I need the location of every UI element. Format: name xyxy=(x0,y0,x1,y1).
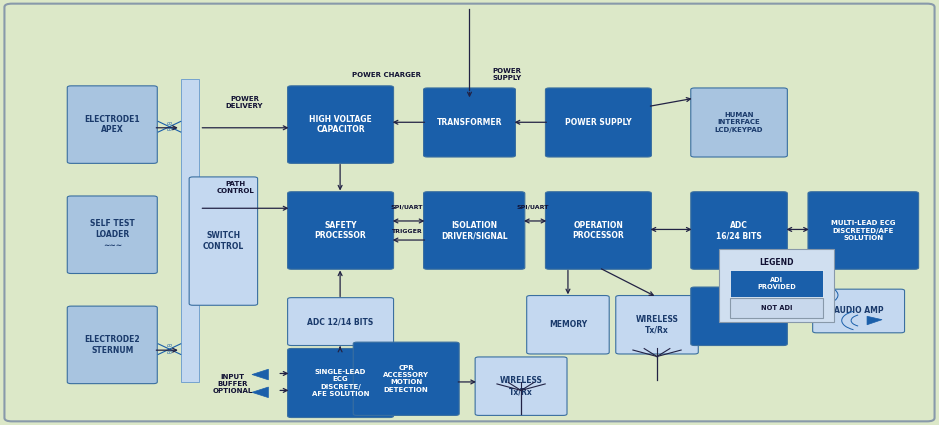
Polygon shape xyxy=(252,387,269,398)
Text: TRIGGER: TRIGGER xyxy=(392,229,422,234)
Text: oo: oo xyxy=(166,350,173,355)
FancyBboxPatch shape xyxy=(691,88,787,157)
FancyBboxPatch shape xyxy=(527,295,609,354)
Text: OPERATION
PROCESSOR: OPERATION PROCESSOR xyxy=(573,221,624,241)
Text: oo: oo xyxy=(166,343,173,348)
Text: oo: oo xyxy=(166,128,173,133)
Text: WIRELESS
Tx/Rx: WIRELESS Tx/Rx xyxy=(500,376,543,396)
Text: HIGH VOLTAGE
CAPACITOR: HIGH VOLTAGE CAPACITOR xyxy=(309,115,372,134)
Text: INPUT
BUFFER
OPTIONAL: INPUT BUFFER OPTIONAL xyxy=(212,374,253,394)
Text: SELF TEST
LOADER
∼∼∼: SELF TEST LOADER ∼∼∼ xyxy=(90,219,134,250)
Text: oo: oo xyxy=(166,121,173,126)
Text: MULTI-LEAD ECG
DISCRETED/AFE
SOLUTION: MULTI-LEAD ECG DISCRETED/AFE SOLUTION xyxy=(831,220,896,241)
FancyBboxPatch shape xyxy=(616,295,699,354)
Text: AUDIO: AUDIO xyxy=(725,312,753,321)
Polygon shape xyxy=(797,291,812,299)
FancyBboxPatch shape xyxy=(68,306,157,384)
Text: MEMORY: MEMORY xyxy=(549,320,587,329)
FancyBboxPatch shape xyxy=(68,196,157,274)
Text: POWER CHARGER: POWER CHARGER xyxy=(352,72,422,78)
FancyBboxPatch shape xyxy=(546,88,652,157)
Text: NOT ADI: NOT ADI xyxy=(761,305,793,311)
Text: POWER SUPPLY: POWER SUPPLY xyxy=(565,118,632,127)
Text: AUDIO AMP: AUDIO AMP xyxy=(834,306,884,315)
FancyBboxPatch shape xyxy=(287,298,393,346)
FancyBboxPatch shape xyxy=(353,342,459,415)
Text: CPR
ACCESSORY
MOTION
DETECTION: CPR ACCESSORY MOTION DETECTION xyxy=(383,365,429,393)
Text: ADC 12/14 BITS: ADC 12/14 BITS xyxy=(307,317,374,326)
Text: TRANSFORMER: TRANSFORMER xyxy=(437,118,502,127)
FancyBboxPatch shape xyxy=(812,289,904,333)
Text: SAFETY
PROCESSOR: SAFETY PROCESSOR xyxy=(315,221,366,241)
FancyBboxPatch shape xyxy=(180,79,199,382)
FancyBboxPatch shape xyxy=(423,192,525,269)
Text: ISOLATION
DRIVER/SIGNAL: ISOLATION DRIVER/SIGNAL xyxy=(441,221,507,241)
Text: AUDIO AMP: AUDIO AMP xyxy=(792,309,834,315)
Text: POWER
SUPPLY: POWER SUPPLY xyxy=(492,68,521,81)
Polygon shape xyxy=(252,369,269,380)
FancyBboxPatch shape xyxy=(731,298,823,318)
Text: PATH
CONTROL: PATH CONTROL xyxy=(216,181,254,193)
FancyBboxPatch shape xyxy=(546,192,652,269)
FancyBboxPatch shape xyxy=(287,192,393,269)
FancyBboxPatch shape xyxy=(691,192,787,269)
FancyBboxPatch shape xyxy=(475,357,567,415)
FancyBboxPatch shape xyxy=(68,86,157,163)
Text: HUMAN
INTERFACE
LCD/KEYPAD: HUMAN INTERFACE LCD/KEYPAD xyxy=(715,112,763,133)
FancyBboxPatch shape xyxy=(287,86,393,163)
Text: ELECTRODE2
STERNUM: ELECTRODE2 STERNUM xyxy=(85,335,140,355)
FancyBboxPatch shape xyxy=(731,270,823,297)
Text: ADI
PROVIDED: ADI PROVIDED xyxy=(757,277,796,290)
Polygon shape xyxy=(867,316,882,325)
Text: WIRELESS
Tx/Rx: WIRELESS Tx/Rx xyxy=(636,315,679,334)
Text: SPI/UART: SPI/UART xyxy=(516,205,548,210)
Text: ELECTRODE1
APEX: ELECTRODE1 APEX xyxy=(85,115,140,134)
Text: SWITCH
CONTROL: SWITCH CONTROL xyxy=(203,231,244,251)
Text: SPI/UART: SPI/UART xyxy=(391,205,423,210)
FancyBboxPatch shape xyxy=(719,249,834,322)
Text: ADC
16/24 BITS: ADC 16/24 BITS xyxy=(716,221,762,241)
FancyBboxPatch shape xyxy=(423,88,516,157)
FancyBboxPatch shape xyxy=(189,177,257,305)
FancyBboxPatch shape xyxy=(5,4,934,421)
Text: POWER
DELIVERY: POWER DELIVERY xyxy=(225,96,263,109)
FancyBboxPatch shape xyxy=(691,287,787,346)
FancyBboxPatch shape xyxy=(808,192,918,269)
Text: SINGLE-LEAD
ECG
DISCRETE/
AFE SOLUTION: SINGLE-LEAD ECG DISCRETE/ AFE SOLUTION xyxy=(312,369,369,397)
FancyBboxPatch shape xyxy=(287,348,393,417)
Text: LEGEND: LEGEND xyxy=(760,258,793,267)
